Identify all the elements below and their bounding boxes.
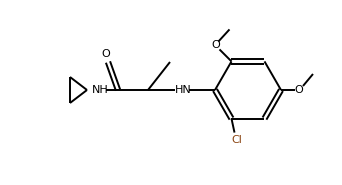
Text: HN: HN bbox=[175, 85, 192, 95]
Text: O: O bbox=[102, 49, 110, 59]
Text: NH: NH bbox=[92, 85, 109, 95]
Text: Cl: Cl bbox=[231, 134, 242, 145]
Text: O: O bbox=[294, 85, 303, 95]
Text: O: O bbox=[211, 40, 220, 51]
